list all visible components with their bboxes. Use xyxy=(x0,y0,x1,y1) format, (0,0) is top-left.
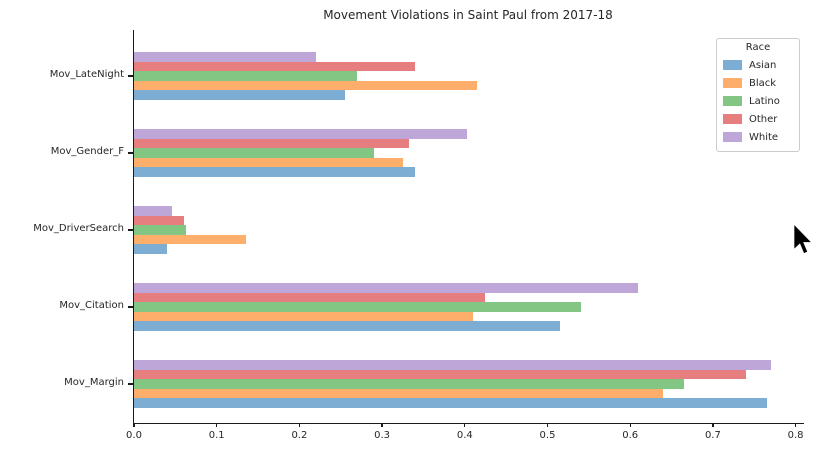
y-axis-tick xyxy=(128,229,133,231)
legend-label: White xyxy=(749,131,779,143)
x-axis-tick xyxy=(629,423,631,427)
bar-black-mov_driversearch xyxy=(134,234,246,245)
legend-item-black: Black xyxy=(723,74,793,92)
y-axis-tick xyxy=(128,152,133,154)
bar-white-mov_citation xyxy=(134,283,639,293)
plot-area: Mov_LateNight Mov_Gender_F Mov_DriverSearc… xyxy=(33,30,804,441)
legend-items: Asian Black Latino Other White xyxy=(723,56,793,146)
legend-item-white: White xyxy=(723,128,793,146)
bar-other-mov_latenight xyxy=(134,61,416,72)
x-axis-tick xyxy=(546,423,549,427)
legend-item-asian: Asian xyxy=(723,56,793,74)
bar-asian-mov_gender_f xyxy=(134,167,416,177)
y-axis-label: Mov_Citation xyxy=(59,300,124,311)
y-axis-label: Mov_LateNight xyxy=(49,69,124,80)
bar-black-mov_latenight xyxy=(134,80,478,91)
bar-black-mov_citation xyxy=(134,311,474,322)
bar-asian-mov_driversearch xyxy=(134,244,168,254)
x-axis-tick-label: 0.3 xyxy=(374,430,391,441)
y-axis-tick xyxy=(128,383,133,385)
x-axis-tick-label: 0.7 xyxy=(704,430,721,441)
x-axis-tick-label: 0.0 xyxy=(126,430,142,441)
bar-white-mov_margin xyxy=(134,360,771,370)
legend-item-other: Other xyxy=(723,110,793,128)
bar-other-mov_driversearch xyxy=(134,215,184,226)
legend-swatch-icon xyxy=(723,96,742,106)
x-axis-tick xyxy=(794,423,797,427)
legend-label: Asian xyxy=(749,59,777,71)
x-axis-tick xyxy=(216,423,218,427)
x-axis-tick-label: 0.5 xyxy=(539,430,556,441)
x-axis-tick xyxy=(298,423,301,427)
y-axis-label: Mov_Margin xyxy=(64,377,124,388)
bar-latino-mov_gender_f xyxy=(134,148,374,158)
bar-latino-mov_driversearch xyxy=(134,225,187,235)
bar-latino-mov_margin xyxy=(134,379,684,389)
legend-item-latino: Latino xyxy=(723,92,793,110)
legend-swatch-icon xyxy=(723,114,742,124)
y-axis-label: Mov_DriverSearch xyxy=(33,223,124,234)
x-axis-tick xyxy=(381,423,383,427)
bar-white-mov_latenight xyxy=(134,52,316,62)
bar-white-mov_driversearch xyxy=(134,206,173,216)
bar-other-mov_citation xyxy=(134,292,486,303)
y-axis-tick xyxy=(128,75,133,77)
x-axis-tick xyxy=(464,423,466,427)
x-axis-tick xyxy=(712,423,714,427)
x-axis-tick-label: 0.4 xyxy=(456,430,473,441)
bar-other-mov_gender_f xyxy=(134,138,410,149)
x-axis-tick xyxy=(133,423,135,427)
legend-swatch-icon xyxy=(723,132,742,142)
y-axis-tick xyxy=(128,306,133,308)
legend: Race Asian Black Latino Other White xyxy=(716,38,800,152)
bar-black-mov_margin xyxy=(134,388,664,399)
x-axis-tick-label: 0.1 xyxy=(208,430,225,441)
x-axis-tick-label: 0.6 xyxy=(622,430,639,441)
bar-asian-mov_margin xyxy=(134,398,767,408)
chart-title: Movement Violations in Saint Paul from 2… xyxy=(323,8,613,22)
legend-label: Black xyxy=(749,77,777,89)
legend-label: Latino xyxy=(749,95,780,107)
bar-asian-mov_citation xyxy=(134,321,560,331)
x-axis-tick-label: 0.8 xyxy=(787,430,804,441)
bar-black-mov_gender_f xyxy=(134,157,403,168)
y-axis-label: Mov_Gender_F xyxy=(50,146,124,157)
legend-swatch-icon xyxy=(723,60,742,70)
bar-white-mov_gender_f xyxy=(134,129,468,139)
legend-label: Other xyxy=(749,113,778,125)
bar-latino-mov_citation xyxy=(134,302,581,312)
bar-latino-mov_latenight xyxy=(134,71,358,81)
mouse-cursor-icon xyxy=(794,224,813,254)
legend-title: Race xyxy=(745,42,771,53)
legend-swatch-icon xyxy=(723,78,742,88)
x-axis-tick-label: 0.2 xyxy=(291,430,308,441)
bar-other-mov_margin xyxy=(134,369,746,380)
bar-asian-mov_latenight xyxy=(134,90,345,100)
